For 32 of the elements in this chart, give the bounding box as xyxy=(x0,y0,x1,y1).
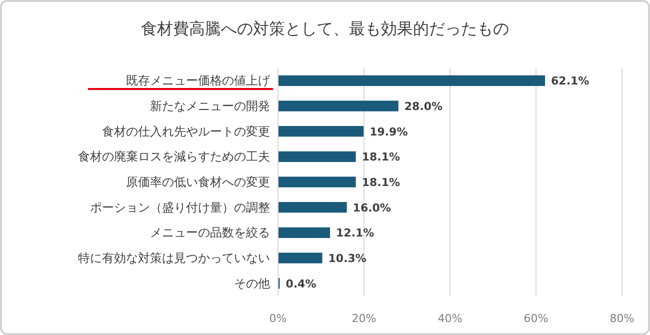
x-tick-label: 60% xyxy=(524,312,548,325)
data-label: 16.0% xyxy=(352,201,391,214)
y-tick-label: 原価率の低い食材への変更 xyxy=(126,175,270,189)
data-label: 10.3% xyxy=(328,252,366,265)
data-label: 19.9% xyxy=(370,125,408,138)
y-tick-label: その他 xyxy=(234,276,270,290)
bar xyxy=(278,176,356,188)
y-tick-label: メニューの品数を絞る xyxy=(150,226,270,240)
y-tick-label: 特に有効な対策は見つかっていない xyxy=(78,251,270,265)
data-label: 28.0% xyxy=(404,100,443,113)
x-tick-label: 0% xyxy=(269,312,287,325)
y-tick-label: 食材の廃棄ロスを減らすための工夫 xyxy=(78,150,270,164)
data-label: 18.1% xyxy=(362,150,400,164)
y-tick-label: 新たなメニューの開発 xyxy=(150,99,270,113)
y-tick-label: 食材の仕入れ先やルートの変更 xyxy=(102,124,270,138)
x-tick-label: 40% xyxy=(438,312,462,325)
data-label: 0.4% xyxy=(286,277,316,290)
data-label: 18.1% xyxy=(362,176,400,189)
y-tick-label: ポーション（盛り付け量）の調整 xyxy=(90,200,270,214)
bar xyxy=(278,227,330,238)
bar xyxy=(278,126,364,137)
bar xyxy=(278,252,322,264)
bar xyxy=(278,202,347,213)
x-tick-label: 20% xyxy=(352,312,376,325)
bar xyxy=(278,75,546,86)
chart-title: 食材費高騰への対策として、最も効果的だったもの xyxy=(141,19,509,38)
x-tick-label: 80% xyxy=(610,312,634,325)
data-label: 62.1% xyxy=(551,74,590,88)
y-tick-label: 既存メニュー価格の値上げ xyxy=(126,74,271,88)
bar xyxy=(278,151,356,162)
bar xyxy=(278,100,398,112)
data-label: 12.1% xyxy=(336,226,374,240)
